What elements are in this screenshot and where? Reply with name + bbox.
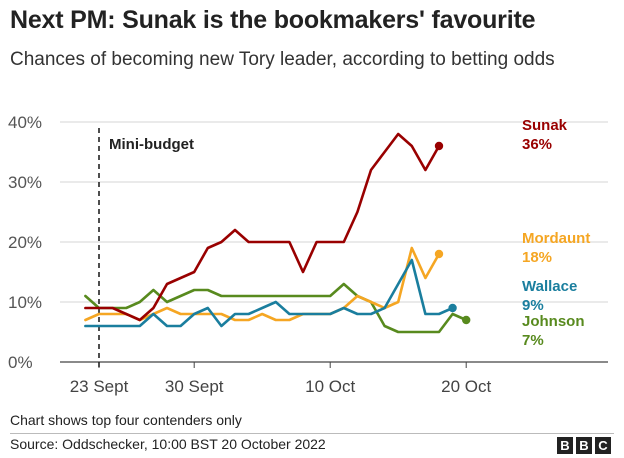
chart-note: Chart shows top four contenders only xyxy=(10,412,242,428)
series-name-label: Wallace xyxy=(522,278,577,295)
series-line-johnson xyxy=(84,282,468,334)
bbc-logo-letter-1: B xyxy=(557,437,573,454)
series-end-dot-mordaunt xyxy=(434,249,444,259)
footer-divider xyxy=(10,433,614,434)
y-tick-label: 20% xyxy=(8,233,42,252)
source-text: Source: Oddschecker, 10:00 BST 20 Octobe… xyxy=(10,436,326,452)
series-value-label: 18% xyxy=(522,249,552,266)
bbc-logo: B B C xyxy=(557,437,611,454)
bbc-logo-letter-3: C xyxy=(595,437,611,454)
series-name-label: Johnson xyxy=(522,313,585,330)
bbc-logo-letter-2: B xyxy=(576,437,592,454)
x-tick-label: 20 Oct xyxy=(441,377,491,396)
series-end-dot-wallace xyxy=(448,303,457,313)
series-name-label: Mordaunt xyxy=(522,230,590,247)
x-tick-label: 30 Sept xyxy=(165,377,224,396)
series-value-label: 9% xyxy=(522,297,544,314)
mini-budget-label: Mini-budget xyxy=(109,136,194,153)
series-end-dot-sunak xyxy=(434,141,444,151)
series-line-wallace xyxy=(84,258,454,328)
series-end-dot-johnson xyxy=(462,315,471,325)
x-tick-label: 10 Oct xyxy=(305,377,355,396)
y-tick-label: 30% xyxy=(8,173,42,192)
y-tick-label: 10% xyxy=(8,293,42,312)
line-chart: 0% 10% 20% 30% 40% 23 Sept 30 Sept 10 Oct 20 Oct… xyxy=(8,113,608,396)
x-tick-label: 23 Sept xyxy=(70,377,129,396)
chart-title: Next PM: Sunak is the bookmakers' favour… xyxy=(10,6,536,34)
y-tick-label: 40% xyxy=(8,113,42,132)
series-name-label: Sunak xyxy=(522,117,568,134)
series-value-label: 7% xyxy=(522,332,544,349)
series-value-label: 36% xyxy=(522,136,552,153)
chart-subtitle: Chances of becoming new Tory leader, acc… xyxy=(10,49,555,70)
y-tick-label: 0% xyxy=(8,353,33,372)
series-line-sunak xyxy=(84,132,441,322)
series-line-mordaunt xyxy=(84,246,441,322)
